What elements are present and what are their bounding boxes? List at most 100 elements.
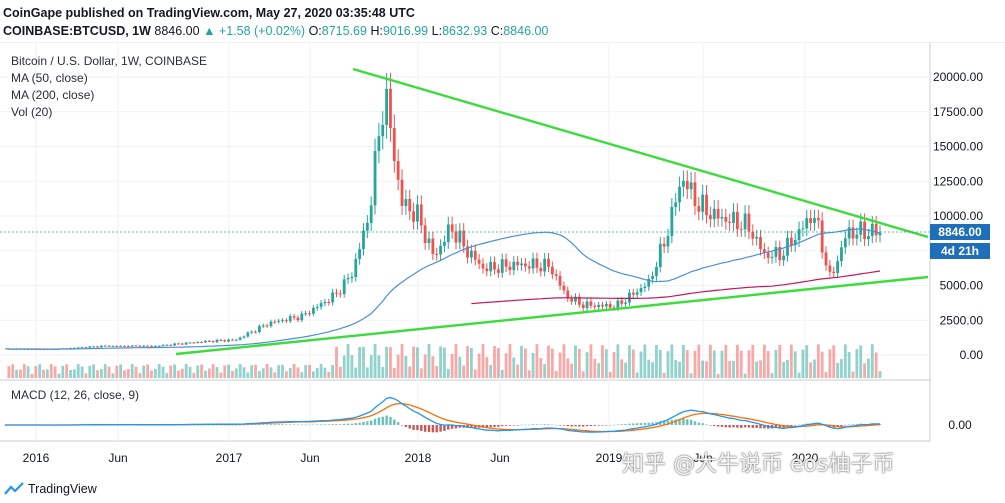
- volume-bar: [381, 367, 385, 378]
- macd-hist-bar: [474, 425, 477, 428]
- candle-body: [435, 253, 439, 255]
- volume-bar: [416, 347, 419, 378]
- candle-body: [570, 298, 574, 302]
- volume-bar: [473, 369, 477, 378]
- macd-hist-bar: [316, 424, 319, 426]
- price-axis-labels: 20000.00 17500.00 15000.00 12500.00 10000.00…: [933, 70, 983, 362]
- publish-line: CoinGape published on TradingView.com, M…: [3, 6, 415, 20]
- macd-hist-bar: [319, 424, 323, 425]
- candle-body: [743, 213, 747, 230]
- macd-hist-bar: [574, 425, 577, 427]
- volume-bar: [49, 364, 53, 378]
- candle-body: [296, 317, 300, 321]
- macd-hist-bar: [662, 421, 666, 425]
- candle-body: [867, 236, 870, 240]
- candle-body: [747, 213, 751, 232]
- candle-body: [558, 275, 562, 286]
- macd-hist-bar: [420, 425, 423, 431]
- macd-hist-bar: [674, 419, 677, 425]
- candle-body: [84, 347, 88, 349]
- volume-bar: [797, 372, 801, 378]
- macd-hist-bar: [400, 425, 404, 426]
- volume-bar: [258, 371, 261, 378]
- candle-body: [281, 320, 284, 322]
- macd-hist-bar: [581, 425, 585, 427]
- macd-hist-bar: [258, 424, 261, 425]
- candle-body: [840, 247, 843, 262]
- time-tick-label: 2018: [405, 451, 432, 465]
- candle-body: [157, 345, 161, 347]
- candle-body: [150, 345, 153, 347]
- volume-bar: [38, 364, 42, 378]
- candle-body: [496, 269, 500, 273]
- candle-body: [805, 218, 809, 229]
- legend-ma200[interactable]: MA (200, close): [11, 88, 95, 102]
- volume-bar: [319, 364, 323, 378]
- macd-hist-bar: [408, 425, 411, 429]
- candle-body: [111, 345, 115, 347]
- macd-hist-bar: [755, 425, 758, 428]
- candle-body: [574, 296, 577, 302]
- volume-bar: [809, 362, 813, 378]
- volume-bar: [392, 367, 396, 378]
- candle-body: [527, 266, 531, 269]
- upper-trendline: [352, 67, 929, 239]
- volume-bar: [824, 372, 828, 378]
- volume-bar: [315, 368, 319, 378]
- candle-body: [169, 344, 173, 346]
- candle-body: [832, 271, 836, 273]
- candle-body: [778, 247, 782, 261]
- macd-legend[interactable]: MACD (12, 26, close, 9): [11, 388, 140, 402]
- volume-bar: [562, 344, 566, 378]
- volume-bar: [219, 372, 223, 378]
- volume-bar: [670, 344, 674, 378]
- candle-body: [277, 320, 281, 322]
- volume-bar: [531, 352, 535, 378]
- candle-body: [639, 288, 643, 293]
- macd-hist-bar: [736, 425, 739, 428]
- macd-hist-bar: [693, 421, 697, 425]
- macd-hist-bar: [331, 424, 334, 425]
- volume-bar: [585, 352, 589, 378]
- volume-bar: [658, 349, 662, 378]
- legend-vol[interactable]: Vol (20): [11, 105, 53, 119]
- macd-hist-bar: [855, 424, 859, 425]
- countdown-tag-text: 4d 21h: [941, 244, 979, 258]
- candle-body: [520, 263, 523, 266]
- tradingview-footer[interactable]: TradingView: [4, 482, 97, 496]
- volume-bar: [832, 345, 836, 378]
- chart-header: CoinGape published on TradingView.com, M…: [3, 4, 548, 40]
- volume-bar: [362, 346, 365, 378]
- candle-body: [338, 293, 342, 295]
- volume-bar: [662, 372, 666, 378]
- time-tick-label: 2016: [23, 451, 50, 465]
- legend-ma50[interactable]: MA (50, close): [11, 71, 88, 85]
- macd-hist-bar: [300, 424, 304, 426]
- candle-body: [566, 290, 570, 299]
- macd-hist-bar: [697, 422, 701, 425]
- candle-body: [200, 342, 203, 344]
- macd-hist-bar: [616, 424, 620, 425]
- volume-bar: [728, 361, 732, 378]
- volume-bar: [870, 344, 874, 378]
- volume-bar: [350, 355, 354, 378]
- macd-hist-bar: [285, 424, 288, 425]
- candle-body: [369, 205, 373, 223]
- price-chart[interactable]: 20000.00 17500.00 15000.00 12500.00 10000.00…: [0, 42, 1005, 480]
- macd-hist-bar: [682, 418, 685, 425]
- macd-hist-bar: [308, 424, 311, 426]
- volume-bar: [485, 357, 489, 378]
- volume-bar: [150, 370, 153, 378]
- volume-bar: [689, 373, 693, 378]
- volume-bar: [516, 364, 520, 378]
- volume-bar: [735, 344, 739, 378]
- candle-body: [173, 343, 177, 346]
- price-tick-label: 12500.00: [933, 174, 983, 188]
- candle-body: [416, 204, 419, 222]
- macd-hist-bar: [740, 425, 743, 428]
- volume-bar: [177, 370, 180, 378]
- candle-body: [577, 296, 581, 305]
- candle-body: [631, 292, 635, 295]
- volume-bar: [180, 368, 184, 378]
- macd-hist-bar: [281, 424, 284, 425]
